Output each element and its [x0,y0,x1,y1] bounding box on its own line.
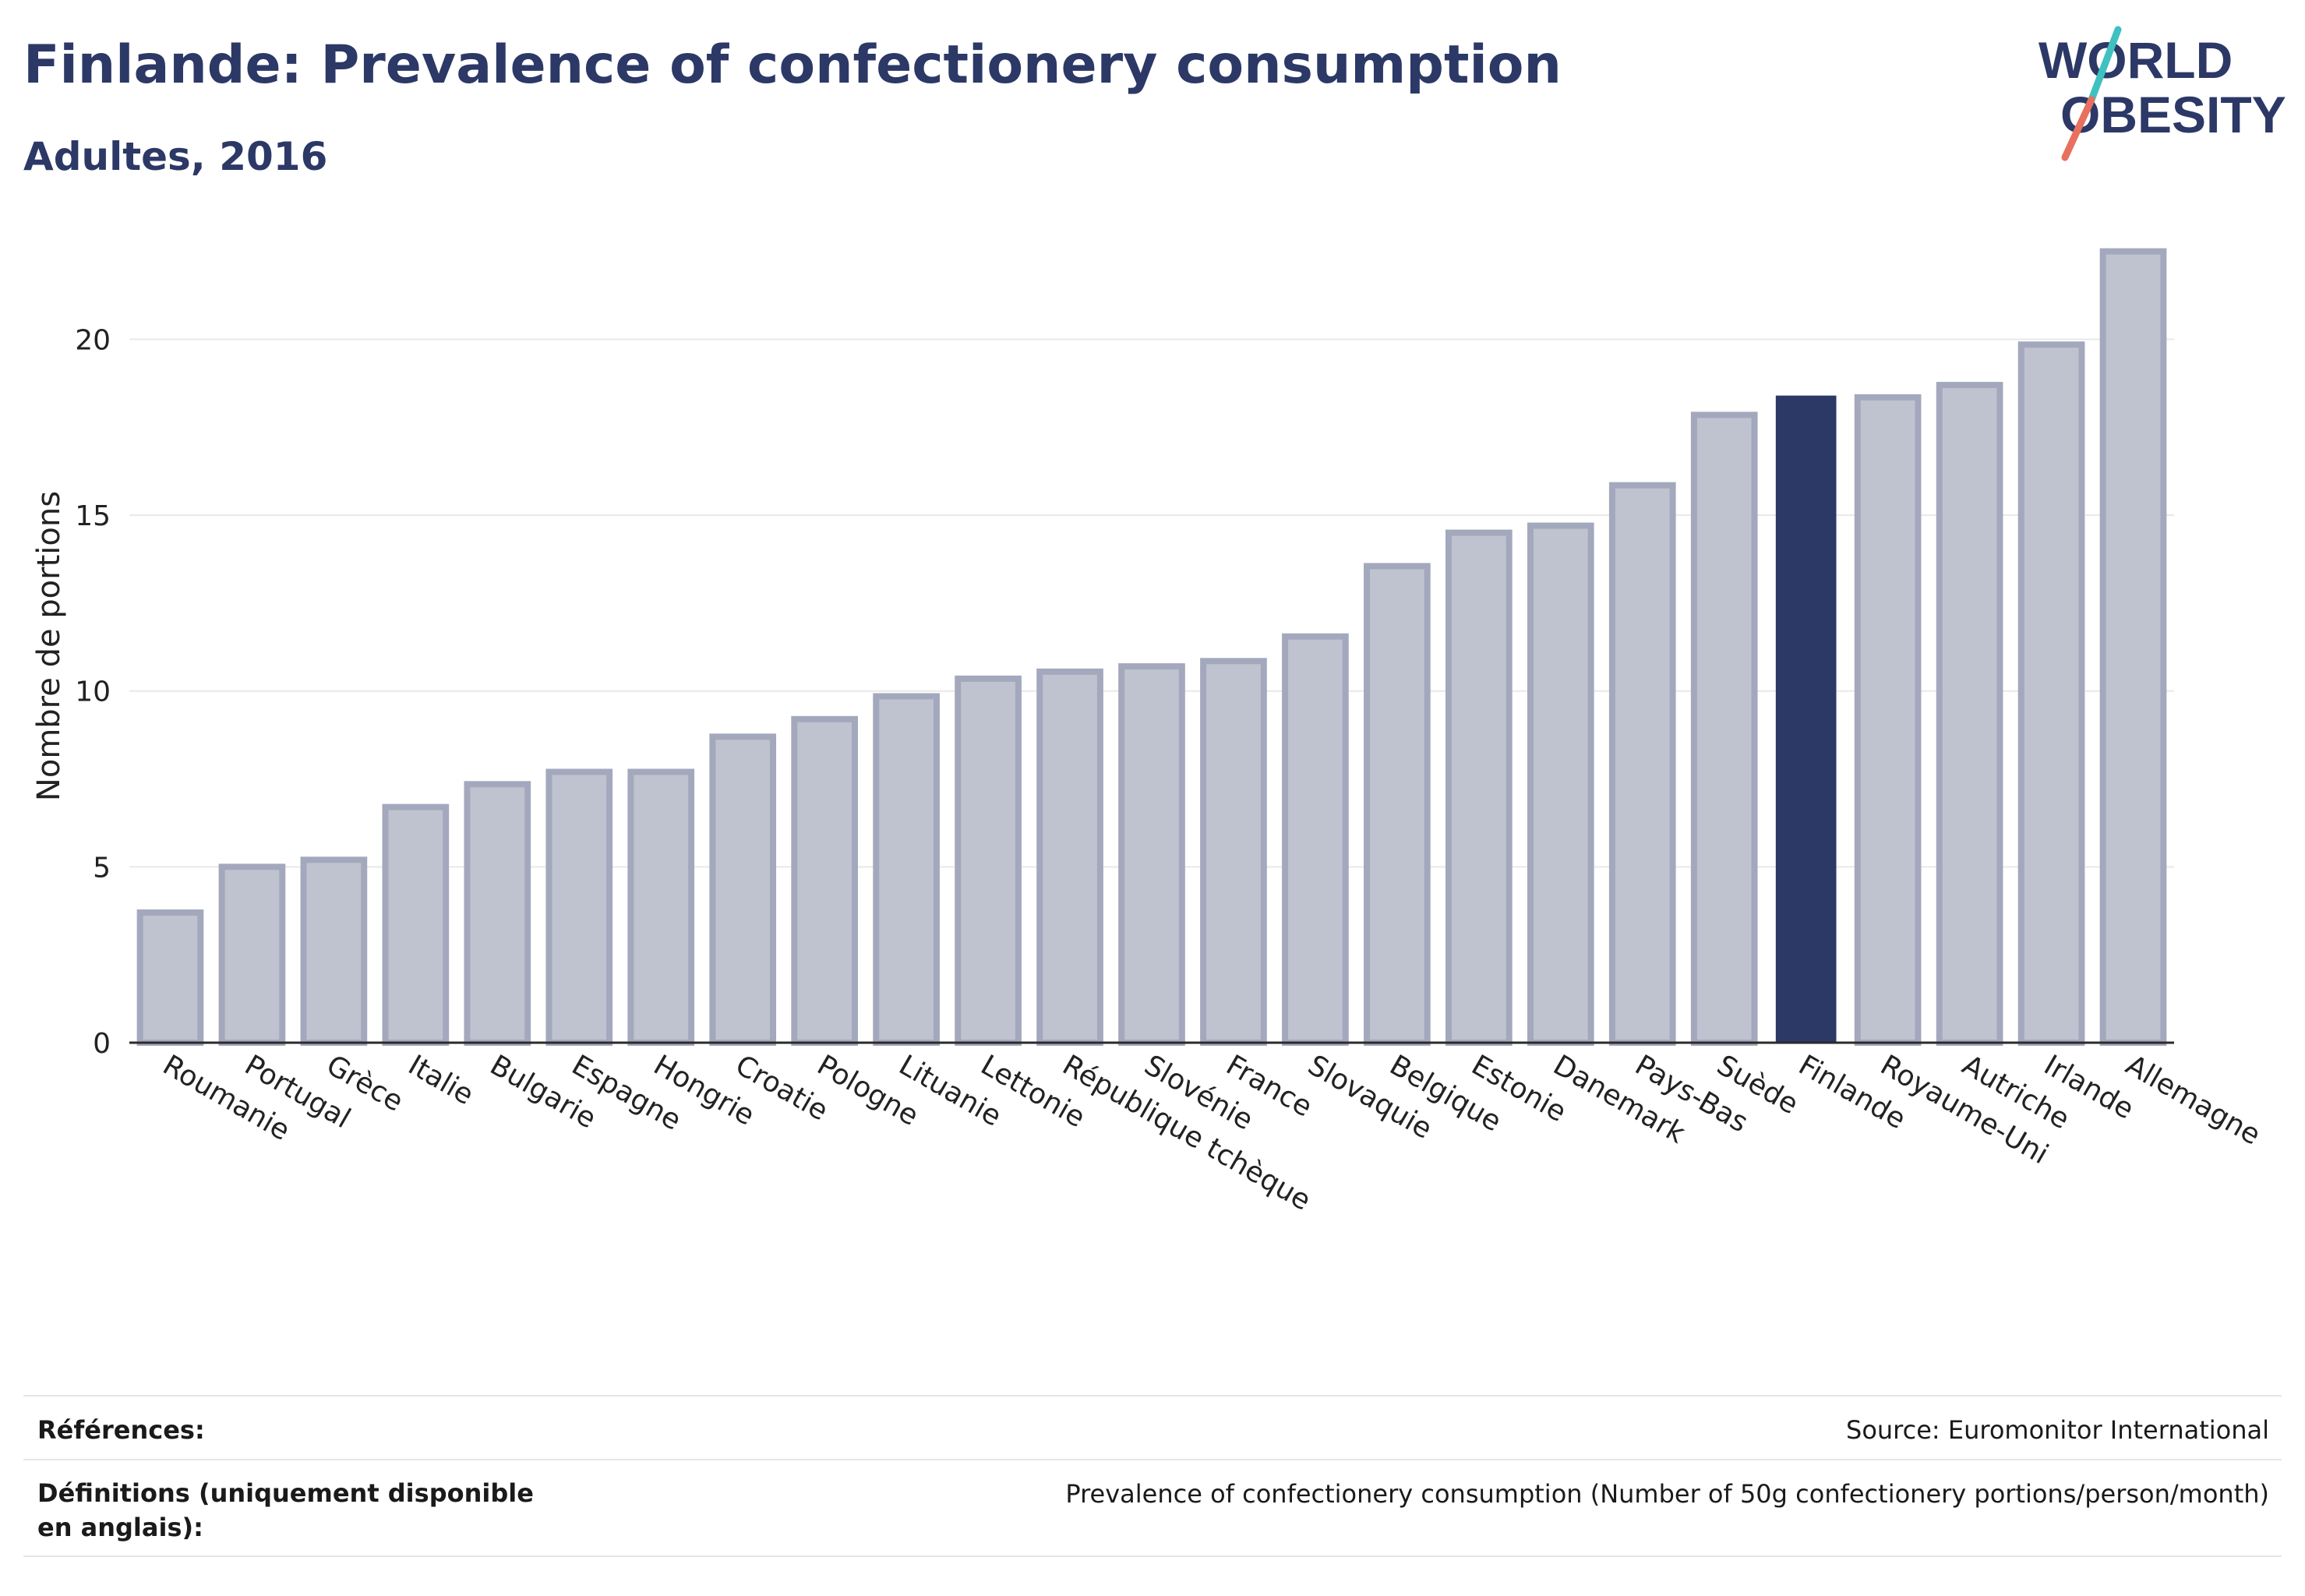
bar [1690,411,1758,1046]
bar [1118,663,1185,1047]
bar [1282,633,1349,1046]
bar [1036,668,1103,1046]
chart-title: Finlande: Prevalence of confectionery co… [23,34,1562,96]
bar [709,733,777,1047]
bar [1200,658,1267,1046]
definitions-label: Définitions (uniquement disponible en an… [37,1478,534,1542]
logo-slash-teal [2088,26,2122,104]
x-tick-label: Allemagne [2120,1049,2266,1151]
footer-divider-bottom [23,1555,2282,1557]
logo-text-obesity: OBESITY [2060,86,2286,143]
bar [218,863,286,1046]
y-tick-label: 10 [75,676,111,708]
y-tick-label: 20 [75,324,111,356]
references-label: Références: [37,1415,205,1445]
footer-divider-middle [23,1459,2282,1460]
definitions-value: Prevalence of confectionery consumption … [1065,1479,2269,1509]
logo-slash-coral [2061,96,2095,161]
bar [464,781,531,1047]
bar [1527,522,1594,1046]
y-axis-title: Nombre de portions [31,491,67,801]
definitions-row: Définitions (uniquement disponible en an… [23,1459,2282,1555]
bar-highlight [1775,395,1837,1043]
logo-text-world: WORLD [2038,31,2233,89]
bar [300,856,368,1047]
chart-subtitle: Adultes, 2016 [23,134,328,179]
bar [545,768,613,1046]
bar [2099,248,2167,1046]
bar [1445,529,1513,1046]
footer-divider-top [23,1395,2282,1396]
references-value: Source: Euromonitor International [1846,1415,2269,1445]
bar [1364,563,1431,1046]
world-obesity-logo: WORLD OBESITY [2038,26,2286,161]
references-row: Références: Source: Euromonitor Internat… [23,1395,2282,1459]
y-tick-label: 0 [93,1028,111,1060]
bar [955,675,1022,1047]
bar [1608,482,1676,1046]
bar [2017,341,2085,1046]
y-tick-label: 5 [93,852,111,884]
y-tick-label: 15 [75,500,111,532]
bar [791,715,858,1046]
bar [1936,382,2003,1047]
bar [873,693,940,1046]
bar [382,803,450,1046]
bar [136,909,204,1046]
bar [1854,394,1922,1047]
x-tick-label: Italie [403,1049,479,1111]
bar [627,768,695,1046]
